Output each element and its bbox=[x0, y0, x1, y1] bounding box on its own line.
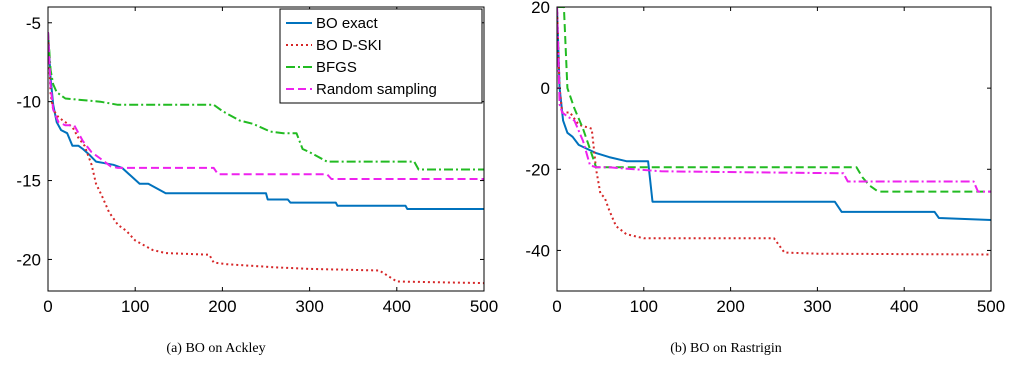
series-line-rastrigin-random-sampling bbox=[557, 7, 991, 193]
y-tick-label: -10 bbox=[16, 93, 41, 112]
axes-frame-ackley bbox=[47, 6, 485, 292]
y-tick-label: -40 bbox=[525, 241, 550, 260]
caption-rastrigin: (b) BO on Rastrigin bbox=[670, 341, 782, 356]
legend-entry: BFGS bbox=[316, 59, 357, 76]
x-tick-label: 0 bbox=[552, 297, 561, 316]
x-tick-label: 300 bbox=[803, 297, 831, 316]
series-line-rastrigin-bo-exact bbox=[557, 7, 991, 221]
legend-box bbox=[279, 8, 483, 104]
x-tick-label: 200 bbox=[208, 297, 236, 316]
y-tick-label: 20 bbox=[531, 0, 550, 17]
x-tick-label: 500 bbox=[977, 297, 1005, 316]
y-tick-label: 0 bbox=[541, 79, 550, 98]
ticks-ackley: 0 100 200 300 400 500 -5 -10 -15 -20 bbox=[16, 7, 498, 316]
legend-entry: Random sampling bbox=[316, 81, 437, 98]
series-line-ackley-bo-exact bbox=[48, 32, 484, 210]
x-tick-label: 400 bbox=[890, 297, 918, 316]
series-line-rastrigin-bfgs bbox=[557, 7, 991, 193]
x-tick-label: 500 bbox=[470, 297, 498, 316]
x-tick-label: 100 bbox=[121, 297, 149, 316]
y-tick-label: -5 bbox=[26, 14, 41, 33]
x-tick-label: 300 bbox=[295, 297, 323, 316]
y-tick-label: -20 bbox=[525, 160, 550, 179]
y-tick-label: -15 bbox=[16, 172, 41, 191]
plot-area-rastrigin bbox=[557, 7, 991, 256]
x-tick-label: 0 bbox=[43, 297, 52, 316]
legend: BO exact BO D-SKI BFGS Random sampling bbox=[279, 8, 483, 104]
legend-entry: BO exact bbox=[316, 15, 379, 32]
y-tick-label: -20 bbox=[16, 250, 41, 269]
x-tick-label: 400 bbox=[383, 297, 411, 316]
plot-area-ackley bbox=[48, 32, 484, 285]
chart-ackley: 0 100 200 300 400 500 -5 -10 -15 -20 BO exact BO D… bbox=[16, 6, 498, 356]
axes-frame-rastrigin bbox=[556, 6, 992, 292]
series-line-ackley-bo-d-ski bbox=[48, 32, 484, 285]
legend-entry: BO D-SKI bbox=[316, 37, 382, 54]
series-line-ackley-bfgs bbox=[48, 32, 484, 171]
caption-ackley: (a) BO on Ackley bbox=[166, 341, 265, 356]
series-line-rastrigin-bo-d-ski bbox=[557, 7, 991, 256]
x-tick-label: 100 bbox=[630, 297, 658, 316]
series-line-ackley-random-sampling bbox=[48, 32, 484, 180]
x-tick-label: 200 bbox=[716, 297, 744, 316]
